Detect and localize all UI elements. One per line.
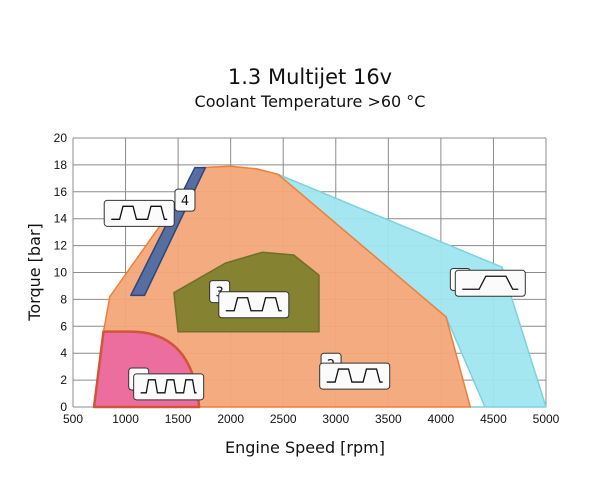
region-2-pulse-icon (326, 368, 383, 383)
y-tick-label: 14 (54, 212, 68, 226)
region-1-pulse-icon (140, 379, 197, 394)
x-tick-label: 1500 (165, 412, 192, 426)
region-5-pulse-box (454, 269, 526, 297)
y-tick-label: 6 (60, 319, 67, 333)
region-4-badge (174, 188, 196, 212)
x-tick-label: 3000 (322, 412, 349, 426)
y-axis-label: Torque [bar] (25, 223, 44, 321)
region-5-pulse-icon (462, 275, 519, 290)
y-tick-label: 18 (54, 158, 68, 172)
region-4-pulse-box (103, 199, 175, 227)
region-4-marker: 4 (103, 188, 196, 227)
x-tick-label: 2500 (270, 412, 297, 426)
region-5-marker: 5 (449, 267, 526, 297)
y-tick-label: 10 (54, 266, 68, 280)
operating-regions (92, 165, 547, 409)
y-tick-label: 8 (60, 292, 67, 306)
region-icons: 5 2 4 3 1 (103, 188, 526, 401)
region-3-pulse-box (218, 291, 290, 319)
chart-subtitle: Coolant Temperature >60 °C (195, 92, 426, 111)
x-tick-label: 5000 (533, 412, 560, 426)
y-tick-label: 12 (54, 239, 68, 253)
y-tick-label: 16 (54, 185, 68, 199)
region-4-pulse-icon (111, 205, 168, 220)
x-tick-label: 2000 (217, 412, 244, 426)
chart-title: 1.3 Multijet 16v (228, 65, 392, 89)
y-tick-label: 4 (60, 346, 67, 360)
tick-labels: 500 1000 1500 2000 2500 3000 3500 4000 4500 5000 0… (54, 131, 560, 426)
x-tick-label: 4000 (428, 412, 455, 426)
region-2-marker: 2 (319, 352, 391, 390)
x-tick-label: 3500 (375, 412, 402, 426)
region-4-number: 4 (181, 194, 189, 209)
y-tick-label: 2 (60, 373, 67, 387)
region-2-pulse-box (319, 362, 391, 390)
region-1-marker: 1 (128, 367, 205, 401)
y-tick-label: 0 (60, 400, 67, 414)
x-tick-label: 4500 (480, 412, 507, 426)
region-3-marker: 3 (209, 280, 290, 319)
x-axis-label: Engine Speed [rpm] (225, 438, 385, 457)
region-3-pulse-icon (225, 297, 282, 312)
x-tick-label: 500 (63, 412, 83, 426)
x-tick-label: 1000 (112, 412, 139, 426)
y-tick-label: 20 (54, 131, 68, 145)
